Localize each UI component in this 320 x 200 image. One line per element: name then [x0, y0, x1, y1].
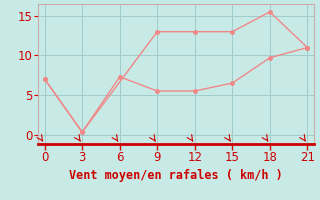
- X-axis label: Vent moyen/en rafales ( km/h ): Vent moyen/en rafales ( km/h ): [69, 169, 283, 182]
